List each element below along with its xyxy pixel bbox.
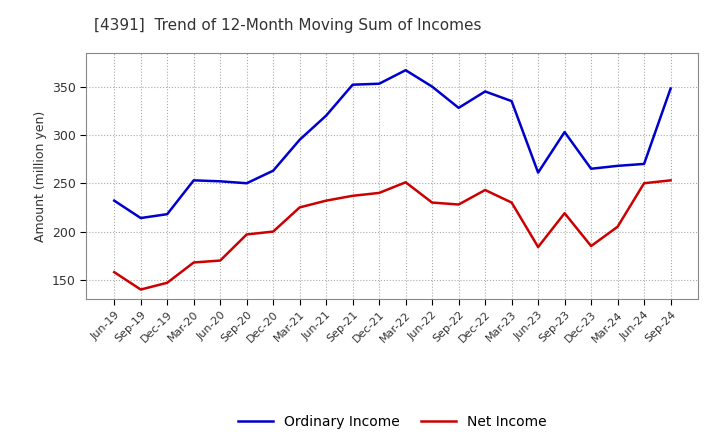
Net Income xyxy=(508,200,516,205)
Ordinary Income xyxy=(322,113,330,118)
Net Income xyxy=(640,180,649,186)
Net Income xyxy=(136,287,145,292)
Net Income xyxy=(613,224,622,229)
Net Income xyxy=(666,178,675,183)
Net Income xyxy=(401,180,410,185)
Net Income xyxy=(110,270,119,275)
Net Income xyxy=(481,187,490,193)
Ordinary Income xyxy=(348,82,357,87)
Net Income xyxy=(587,243,595,249)
Ordinary Income xyxy=(401,68,410,73)
Net Income xyxy=(189,260,198,265)
Ordinary Income xyxy=(666,86,675,91)
Ordinary Income xyxy=(216,179,225,184)
Ordinary Income xyxy=(189,178,198,183)
Ordinary Income xyxy=(508,99,516,104)
Ordinary Income xyxy=(454,105,463,110)
Legend: Ordinary Income, Net Income: Ordinary Income, Net Income xyxy=(233,410,552,435)
Ordinary Income xyxy=(136,216,145,221)
Ordinary Income xyxy=(587,166,595,172)
Net Income xyxy=(560,211,569,216)
Ordinary Income xyxy=(110,198,119,203)
Net Income xyxy=(375,190,384,195)
Net Income xyxy=(216,258,225,263)
Net Income xyxy=(243,232,251,237)
Ordinary Income xyxy=(560,129,569,135)
Text: [4391]  Trend of 12-Month Moving Sum of Incomes: [4391] Trend of 12-Month Moving Sum of I… xyxy=(94,18,481,33)
Ordinary Income xyxy=(375,81,384,86)
Ordinary Income xyxy=(481,89,490,94)
Net Income xyxy=(348,193,357,198)
Net Income xyxy=(295,205,304,210)
Y-axis label: Amount (million yen): Amount (million yen) xyxy=(34,110,47,242)
Ordinary Income xyxy=(243,180,251,186)
Line: Ordinary Income: Ordinary Income xyxy=(114,70,670,218)
Ordinary Income xyxy=(640,161,649,167)
Ordinary Income xyxy=(163,212,171,217)
Line: Net Income: Net Income xyxy=(114,180,670,290)
Net Income xyxy=(163,280,171,286)
Ordinary Income xyxy=(295,137,304,143)
Ordinary Income xyxy=(534,170,542,175)
Net Income xyxy=(322,198,330,203)
Net Income xyxy=(428,200,436,205)
Net Income xyxy=(454,202,463,207)
Ordinary Income xyxy=(269,168,277,173)
Net Income xyxy=(534,244,542,249)
Ordinary Income xyxy=(613,163,622,169)
Net Income xyxy=(269,229,277,234)
Ordinary Income xyxy=(428,84,436,89)
